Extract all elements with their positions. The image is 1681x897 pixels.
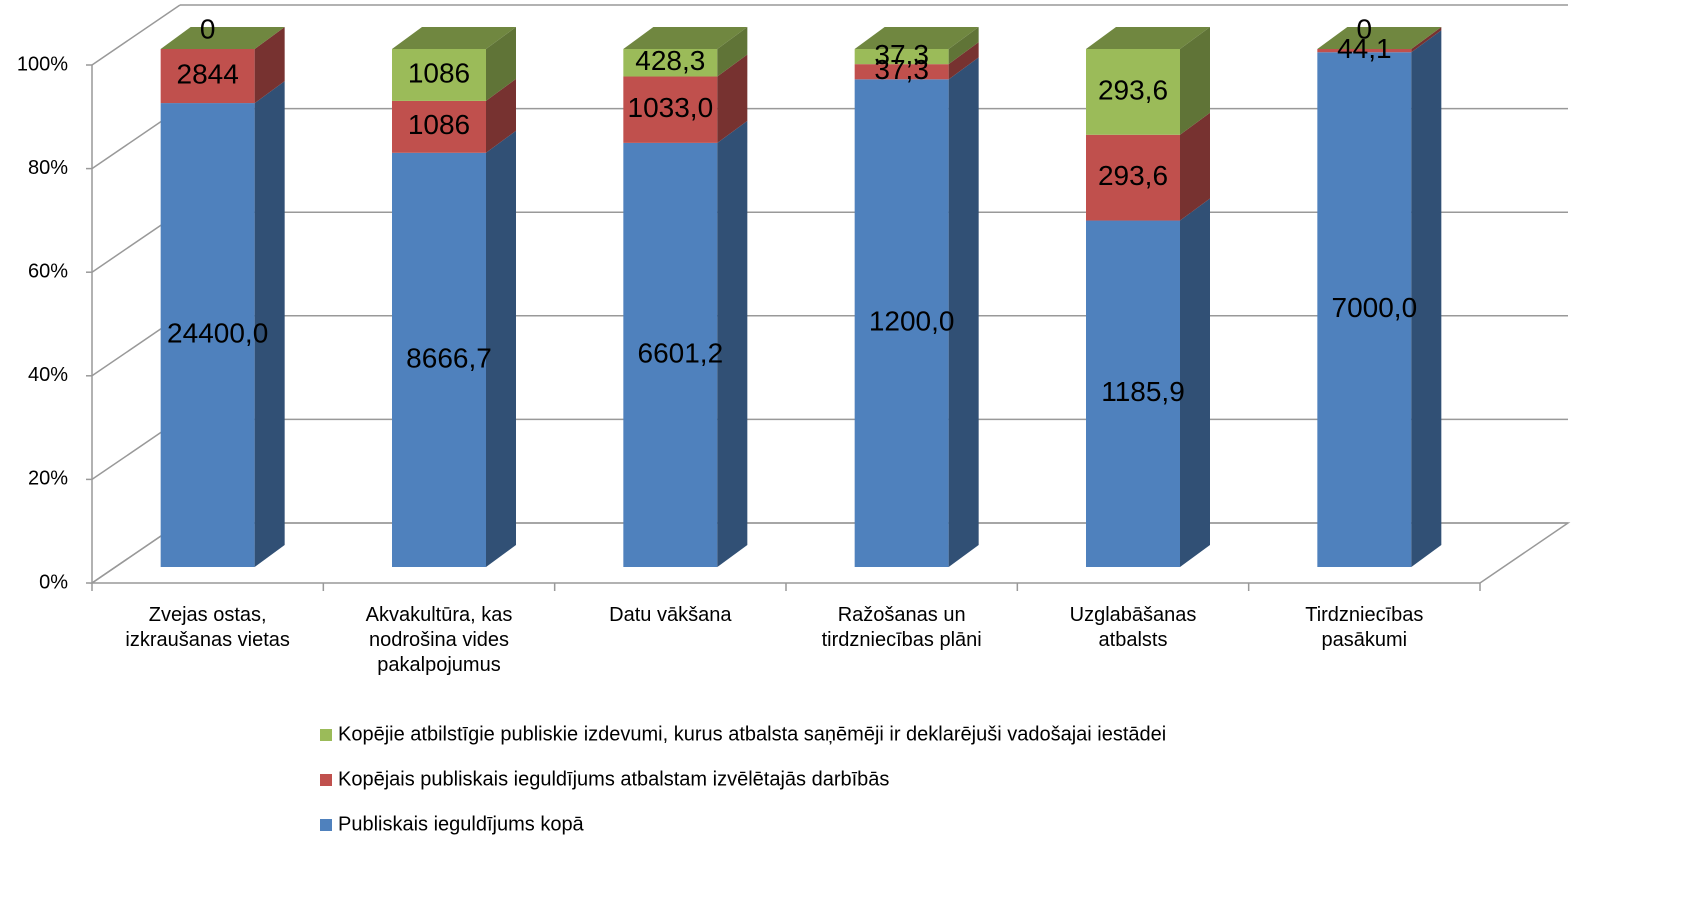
bar-top [160, 27, 285, 49]
bar-side [1411, 30, 1442, 567]
bar-segment [160, 103, 255, 567]
bar-segment [854, 79, 949, 567]
bar-segment [1317, 49, 1412, 53]
bar-segment [392, 49, 486, 101]
data-label: 37,3 [874, 54, 929, 85]
y-tick-label: 60% [28, 260, 68, 282]
legend-swatch [320, 729, 332, 741]
x-tick-label: Tirdzniecības pasākumi [1305, 604, 1424, 651]
bar-side [717, 54, 748, 143]
bar-segment [1086, 49, 1180, 135]
data-label: 1185,9 [1101, 376, 1185, 407]
data-label: 293,6 [1098, 74, 1168, 105]
bar-side [254, 81, 285, 567]
data-label: 44,1 [1337, 33, 1392, 64]
x-tick-label: Ražošanas un tirdzniecības plāni [821, 604, 982, 651]
bar-segment [623, 49, 718, 77]
bar-side [254, 27, 285, 104]
bar-top [1086, 27, 1210, 49]
data-label: 293,6 [1098, 160, 1168, 191]
bar-side [486, 78, 516, 153]
bar-segment [854, 64, 949, 80]
data-label: 1086 [408, 109, 470, 140]
bar-top [392, 27, 516, 49]
bar-segment [1086, 220, 1180, 567]
y-tick-label: 20% [28, 468, 68, 490]
y-tick-label: 40% [28, 364, 68, 386]
bar-side [717, 120, 748, 568]
data-label: 1033,0 [628, 92, 714, 123]
bar-segment [1317, 52, 1412, 567]
data-label: 1086 [408, 57, 470, 88]
data-label: 7000,0 [1332, 292, 1418, 323]
bar-side [1180, 112, 1210, 221]
y-tick-label: 80% [28, 157, 68, 179]
bar-segment [392, 152, 486, 567]
bar-top [1317, 27, 1442, 49]
grid-line [91, 4, 181, 66]
bar-side [486, 27, 516, 101]
bar-top [623, 27, 748, 49]
legend-label: Publiskais ieguldījums kopā [338, 813, 585, 835]
x-tick-label: Uzglabāšanas atbalsts [1069, 604, 1197, 651]
legend-swatch [320, 819, 332, 831]
bar-side [1180, 198, 1210, 567]
bar-top [854, 27, 979, 49]
bar-side [948, 42, 979, 80]
bar-side [717, 27, 748, 77]
data-label: 37,3 [874, 39, 929, 70]
x-tick-label: Zvejas ostas, izkraušanas vietas [125, 604, 290, 651]
data-label: 1200,0 [869, 306, 955, 337]
data-label: 8666,7 [406, 342, 492, 373]
bar-side [948, 27, 979, 65]
x-tick-label: Datu vākšana [609, 604, 732, 626]
data-label: 6601,2 [638, 337, 724, 368]
data-label: 0 [1357, 13, 1373, 44]
bar-side [1411, 27, 1442, 53]
y-tick-label: 100% [17, 53, 68, 75]
bar-segment [854, 49, 949, 65]
x-tick-label: Akvakultūra, kas nodrošina vides pakalpo… [365, 604, 513, 676]
legend-label: Kopējie atbilstīgie publiskie izdevumi, … [338, 723, 1166, 745]
y-tick-label: 0% [39, 571, 68, 593]
data-label: 24400,0 [167, 317, 268, 348]
bar-segment [160, 49, 255, 104]
bar-segment [623, 76, 718, 143]
bar-side [486, 130, 516, 567]
legend-label: Kopējais publiskais ieguldījums atbalsta… [338, 768, 889, 790]
legend-swatch [320, 774, 332, 786]
bar-segment [392, 100, 486, 153]
data-label: 428,3 [635, 45, 705, 76]
bar-side [1180, 27, 1210, 135]
data-label: 2844 [177, 58, 239, 89]
data-label: 0 [200, 13, 216, 44]
bar-side [948, 57, 979, 567]
bar-segment [623, 142, 718, 568]
bar-segment [1086, 134, 1180, 221]
